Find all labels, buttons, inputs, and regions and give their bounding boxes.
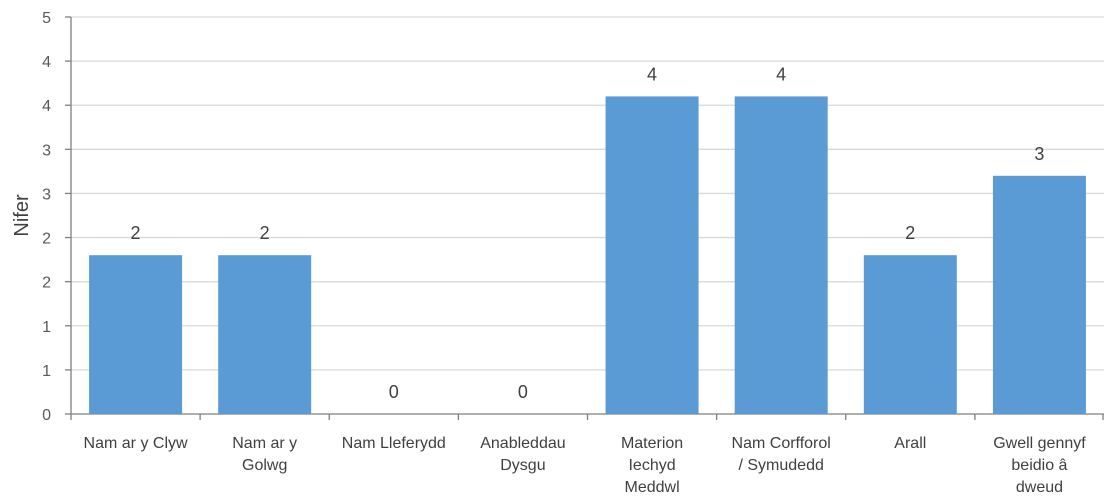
x-category-label: Materion Iechyd Meddwl (621, 435, 683, 496)
y-tick-label: 1 (42, 363, 51, 380)
data-labels: 2 2 0 0 4 4 2 3 (131, 64, 1045, 402)
x-category-label: Anableddau Dysgu (480, 435, 565, 474)
x-category-label: Nam Lleferydd (342, 435, 446, 452)
data-label: 0 (518, 382, 528, 402)
data-label: 2 (905, 223, 915, 243)
y-tick-label: 1 (42, 319, 51, 336)
bar (89, 255, 183, 414)
y-tick-label: 2 (42, 231, 51, 248)
y-tick-label: 4 (42, 54, 51, 71)
x-category-label: Nam Corfforol / Symudedd (732, 435, 831, 474)
data-label: 4 (647, 64, 657, 84)
y-tick-label: 0 (42, 407, 51, 424)
data-label: 2 (260, 223, 270, 243)
bar (734, 96, 828, 415)
x-category-label: Nam ar y Clyw (84, 435, 188, 452)
x-category-label: Gwell gennyf beidio â dweud (993, 435, 1086, 496)
data-label: 4 (776, 64, 786, 84)
bar (218, 255, 312, 414)
bars (89, 96, 1086, 415)
y-tick-label: 3 (42, 186, 51, 203)
data-label: 2 (131, 223, 141, 243)
bar (992, 175, 1086, 414)
y-axis-title: Nifer (11, 194, 33, 237)
y-tick-label: 4 (42, 98, 51, 115)
y-tick-label: 3 (42, 142, 51, 159)
x-category-labels: Nam ar y Clyw Nam ar y Golwg Nam Lleferydd A… (84, 435, 1087, 496)
x-category-label: Nam ar y Golwg (232, 435, 297, 474)
x-category-label: Arall (894, 435, 926, 452)
y-tick-label: 5 (42, 10, 51, 27)
y-tick-label: 2 (42, 275, 51, 292)
bar (605, 96, 699, 415)
bar (863, 255, 957, 414)
y-tick-labels: 0 1 1 2 2 3 3 4 4 5 (42, 10, 51, 424)
data-label: 0 (389, 382, 399, 402)
data-label: 3 (1034, 144, 1044, 164)
